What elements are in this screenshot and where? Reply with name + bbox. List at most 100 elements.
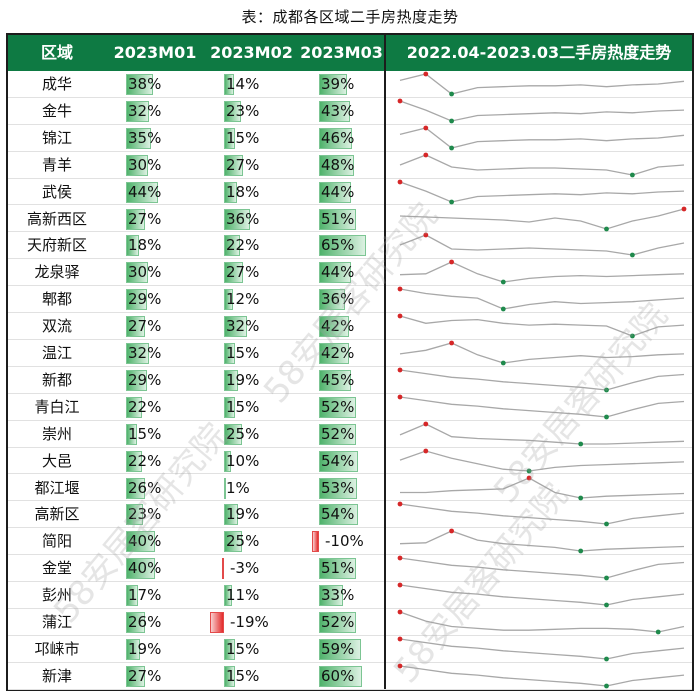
value-cell-m3: 54% [299, 448, 384, 474]
value-cell-m1: 44% [106, 179, 204, 205]
data-label: 53% [321, 478, 355, 497]
sparkline-path [399, 180, 685, 203]
value-cell-m2: 11% [204, 582, 299, 608]
value-cell-m2: 27% [204, 259, 299, 285]
sparkline [397, 501, 685, 527]
data-label: 59% [321, 639, 355, 658]
data-bar [224, 208, 250, 230]
table-row: 龙泉驿 30% 27% 44% [8, 259, 692, 287]
data-bar [126, 477, 145, 499]
data-label: 27% [128, 317, 162, 336]
data-bar [319, 558, 356, 580]
data-label: 54% [321, 505, 355, 524]
data-label: 35% [128, 128, 162, 147]
table-row: 温江 32% 15% 42% [8, 340, 692, 367]
region-name: 温江 [41, 344, 72, 362]
data-bar [319, 612, 357, 633]
value-cell-m1: 32% [106, 98, 204, 124]
sparkline-max-point [423, 421, 429, 427]
data-label: 30% [128, 263, 162, 282]
sparkline [397, 582, 685, 608]
data-label: 40% [128, 532, 162, 551]
data-bar [319, 262, 351, 284]
data-label: 27% [226, 263, 260, 282]
value-cell-m3: 51% [299, 555, 384, 581]
sparkline [397, 367, 685, 393]
data-label: 36% [226, 209, 260, 228]
value-cell-m1: 27% [106, 313, 204, 339]
data-label: 33% [321, 586, 355, 605]
data-label: 23% [128, 505, 162, 524]
sparkline-min-point [604, 683, 609, 689]
sparkline-path [399, 638, 685, 660]
table-row: 崇州 15% 25% 52% [8, 421, 692, 448]
sparkline-min-point [630, 172, 635, 178]
sparkline-path [399, 234, 685, 257]
value-cell-m1: 29% [106, 367, 204, 393]
region-name: 金牛 [41, 101, 72, 120]
value-cell-m3: 33% [299, 582, 384, 608]
value-cell-m2: 1% [204, 475, 299, 501]
value-cell-m2: 14% [204, 71, 299, 97]
sparkline-path [399, 611, 685, 633]
data-label: 15% [226, 344, 260, 362]
sparkline-path [399, 503, 685, 526]
value-cell-m3: -10% [299, 528, 384, 554]
data-bar [319, 450, 358, 472]
data-label: 44% [128, 182, 162, 201]
data-label: 29% [128, 290, 162, 309]
data-bar [126, 504, 143, 526]
data-label: 11% [226, 586, 260, 605]
value-cell-m1: 30% [106, 259, 204, 285]
region-name: 天府新区 [26, 236, 87, 255]
data-label: 60% [321, 666, 355, 685]
sparkline [399, 421, 685, 447]
sparkline-max-point [449, 340, 454, 346]
region-name: 成华 [41, 75, 72, 93]
value-cell-m3: 46% [299, 125, 384, 151]
data-bar [319, 289, 345, 311]
sparkline-max-point [397, 501, 403, 507]
heat-table: 区域 2023M01 2023M02 2023M03 2022.04-2023.… [6, 33, 694, 691]
value-cell-m3: 36% [299, 286, 384, 312]
data-label: 40% [128, 559, 162, 578]
region-name: 新津 [41, 666, 72, 685]
sparkline [399, 232, 685, 258]
value-cell-m1: 40% [106, 528, 204, 554]
sparkline [399, 259, 685, 285]
region-name: 都江堰 [34, 478, 80, 497]
data-bar [126, 127, 152, 149]
data-label: 42% [321, 317, 355, 336]
value-cell-m3: 48% [299, 152, 384, 178]
table-row: 金牛 32% 23% 43% [8, 98, 692, 125]
value-cell-m2: 19% [204, 501, 299, 527]
value-cell-m2: 36% [204, 206, 299, 232]
sparkline [397, 313, 685, 339]
table-row: 高新区 23% 19% 54% [8, 501, 692, 529]
region-name: 锦江 [41, 128, 72, 147]
sparkline-path [399, 665, 685, 687]
data-bar [319, 423, 357, 445]
data-label: 39% [321, 75, 355, 93]
data-label: 14% [226, 75, 260, 93]
sparkline [397, 286, 685, 312]
value-cell-m3: 39% [299, 71, 384, 97]
sparkline-path [399, 288, 685, 310]
sparkline-max-point [397, 663, 403, 669]
data-bar [224, 127, 235, 149]
value-cell-m1: 22% [106, 394, 204, 420]
sparkline-max-point [423, 448, 429, 453]
value-cell-m2: 18% [204, 179, 299, 205]
data-label: 27% [226, 155, 260, 174]
data-bar [224, 585, 232, 607]
value-cell-m1: 19% [106, 636, 204, 662]
sparkline-max-point [423, 71, 429, 77]
sparkline-path [399, 127, 685, 149]
data-bar [126, 154, 148, 176]
data-bar [126, 235, 139, 257]
sparkline-max-point [397, 636, 403, 642]
value-cell-m1: 26% [106, 609, 204, 635]
sparkline-max-point [681, 206, 687, 211]
region-name: 简阳 [41, 532, 72, 551]
data-bar [224, 316, 248, 338]
